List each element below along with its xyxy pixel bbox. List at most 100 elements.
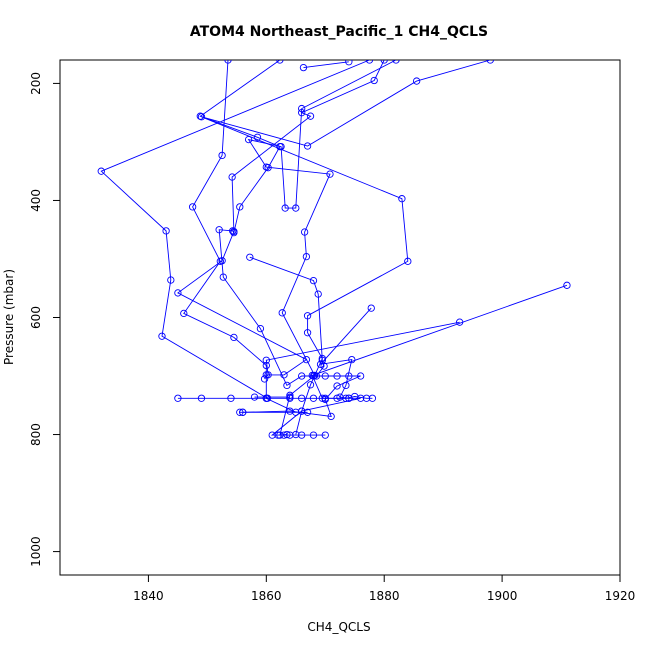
x-tick-label: 1880 bbox=[369, 589, 400, 603]
x-tick-label: 1840 bbox=[133, 589, 164, 603]
data-point bbox=[278, 309, 286, 317]
data-point bbox=[300, 228, 309, 236]
y-tick-label: 400 bbox=[29, 189, 43, 212]
data-point bbox=[314, 290, 322, 298]
data-point bbox=[262, 163, 270, 171]
data-point bbox=[262, 356, 270, 364]
data-point bbox=[320, 362, 328, 370]
data-point bbox=[486, 60, 494, 64]
data-point bbox=[298, 407, 306, 415]
data-point bbox=[277, 142, 285, 151]
data-point bbox=[312, 372, 321, 380]
series-line bbox=[264, 321, 460, 380]
data-point bbox=[188, 203, 197, 211]
data-point bbox=[292, 204, 300, 212]
chart-title: ATOM4 Northeast_Pacific_1 CH4_QCLS bbox=[190, 24, 488, 40]
data-point bbox=[227, 394, 235, 402]
y-tick-label: 600 bbox=[29, 306, 43, 329]
data-point bbox=[370, 76, 378, 85]
data-point bbox=[218, 151, 226, 160]
data-point bbox=[218, 257, 226, 265]
data-point bbox=[368, 394, 377, 402]
data-point bbox=[262, 371, 270, 379]
data-point bbox=[302, 252, 311, 261]
profile-series bbox=[246, 253, 328, 380]
profile-series bbox=[174, 60, 388, 379]
data-point bbox=[298, 109, 306, 117]
data-point bbox=[276, 60, 284, 64]
data-point bbox=[253, 133, 262, 141]
series-line bbox=[249, 256, 325, 377]
data-point bbox=[412, 77, 421, 85]
data-point bbox=[309, 276, 318, 285]
data-point bbox=[342, 381, 350, 390]
data-point bbox=[260, 375, 269, 383]
series-line bbox=[319, 307, 372, 399]
profile-series bbox=[299, 60, 353, 72]
data-point bbox=[239, 408, 247, 416]
profile-series bbox=[197, 60, 494, 439]
data-point bbox=[268, 431, 276, 439]
profile-series bbox=[196, 60, 365, 421]
data-point bbox=[298, 372, 306, 380]
data-point bbox=[327, 412, 335, 421]
data-point bbox=[298, 394, 306, 402]
data-point bbox=[197, 113, 206, 121]
data-point bbox=[356, 372, 365, 380]
data-point bbox=[326, 170, 334, 178]
data-point bbox=[250, 393, 259, 401]
data-point bbox=[321, 431, 329, 439]
data-point bbox=[174, 394, 182, 402]
data-point bbox=[256, 324, 265, 333]
data-point bbox=[286, 431, 294, 439]
x-axis: 1840 1860 1880 1900 1920 bbox=[133, 575, 635, 603]
data-point bbox=[321, 372, 329, 380]
series-line bbox=[199, 60, 361, 417]
data-point bbox=[224, 60, 232, 64]
series-line bbox=[303, 61, 349, 69]
profile-series bbox=[260, 318, 464, 383]
data-point bbox=[97, 167, 105, 175]
data-point bbox=[333, 382, 341, 390]
x-tick-label: 1860 bbox=[251, 589, 282, 603]
data-point bbox=[365, 60, 374, 64]
data-point bbox=[333, 372, 341, 380]
data-point bbox=[302, 355, 311, 364]
data-point bbox=[398, 195, 406, 203]
x-axis-label: CH4_QCLS bbox=[307, 620, 370, 634]
data-point bbox=[309, 431, 318, 439]
data-point bbox=[230, 333, 238, 342]
data-point bbox=[167, 276, 175, 284]
data-point bbox=[306, 112, 315, 120]
data-point bbox=[281, 204, 289, 212]
y-axis: 200 400 600 800 1000 bbox=[29, 72, 60, 567]
data-point bbox=[303, 142, 312, 150]
data-point bbox=[299, 63, 308, 72]
data-point bbox=[230, 227, 238, 236]
profile-series bbox=[316, 304, 375, 402]
data-point bbox=[174, 289, 182, 297]
data-point bbox=[298, 104, 306, 113]
profile-series bbox=[244, 60, 400, 439]
y-axis-label: Pressure (mbar) bbox=[2, 269, 16, 365]
data-point bbox=[303, 329, 312, 337]
data-point bbox=[362, 394, 371, 402]
data-point bbox=[380, 60, 388, 64]
data-point bbox=[236, 408, 244, 416]
data-point bbox=[228, 173, 236, 181]
data-point bbox=[180, 309, 188, 318]
y-tick-label: 800 bbox=[29, 423, 43, 446]
data-point bbox=[303, 312, 312, 320]
data-point bbox=[318, 394, 326, 402]
data-point bbox=[158, 332, 166, 340]
x-tick-label: 1920 bbox=[605, 589, 636, 603]
data-point bbox=[306, 381, 315, 389]
data-point bbox=[283, 381, 291, 390]
series-layer bbox=[97, 60, 571, 439]
x-tick-label: 1900 bbox=[487, 589, 518, 603]
data-point bbox=[345, 60, 353, 66]
data-point bbox=[292, 430, 300, 439]
y-tick-label: 200 bbox=[29, 72, 43, 95]
data-point bbox=[563, 281, 571, 289]
